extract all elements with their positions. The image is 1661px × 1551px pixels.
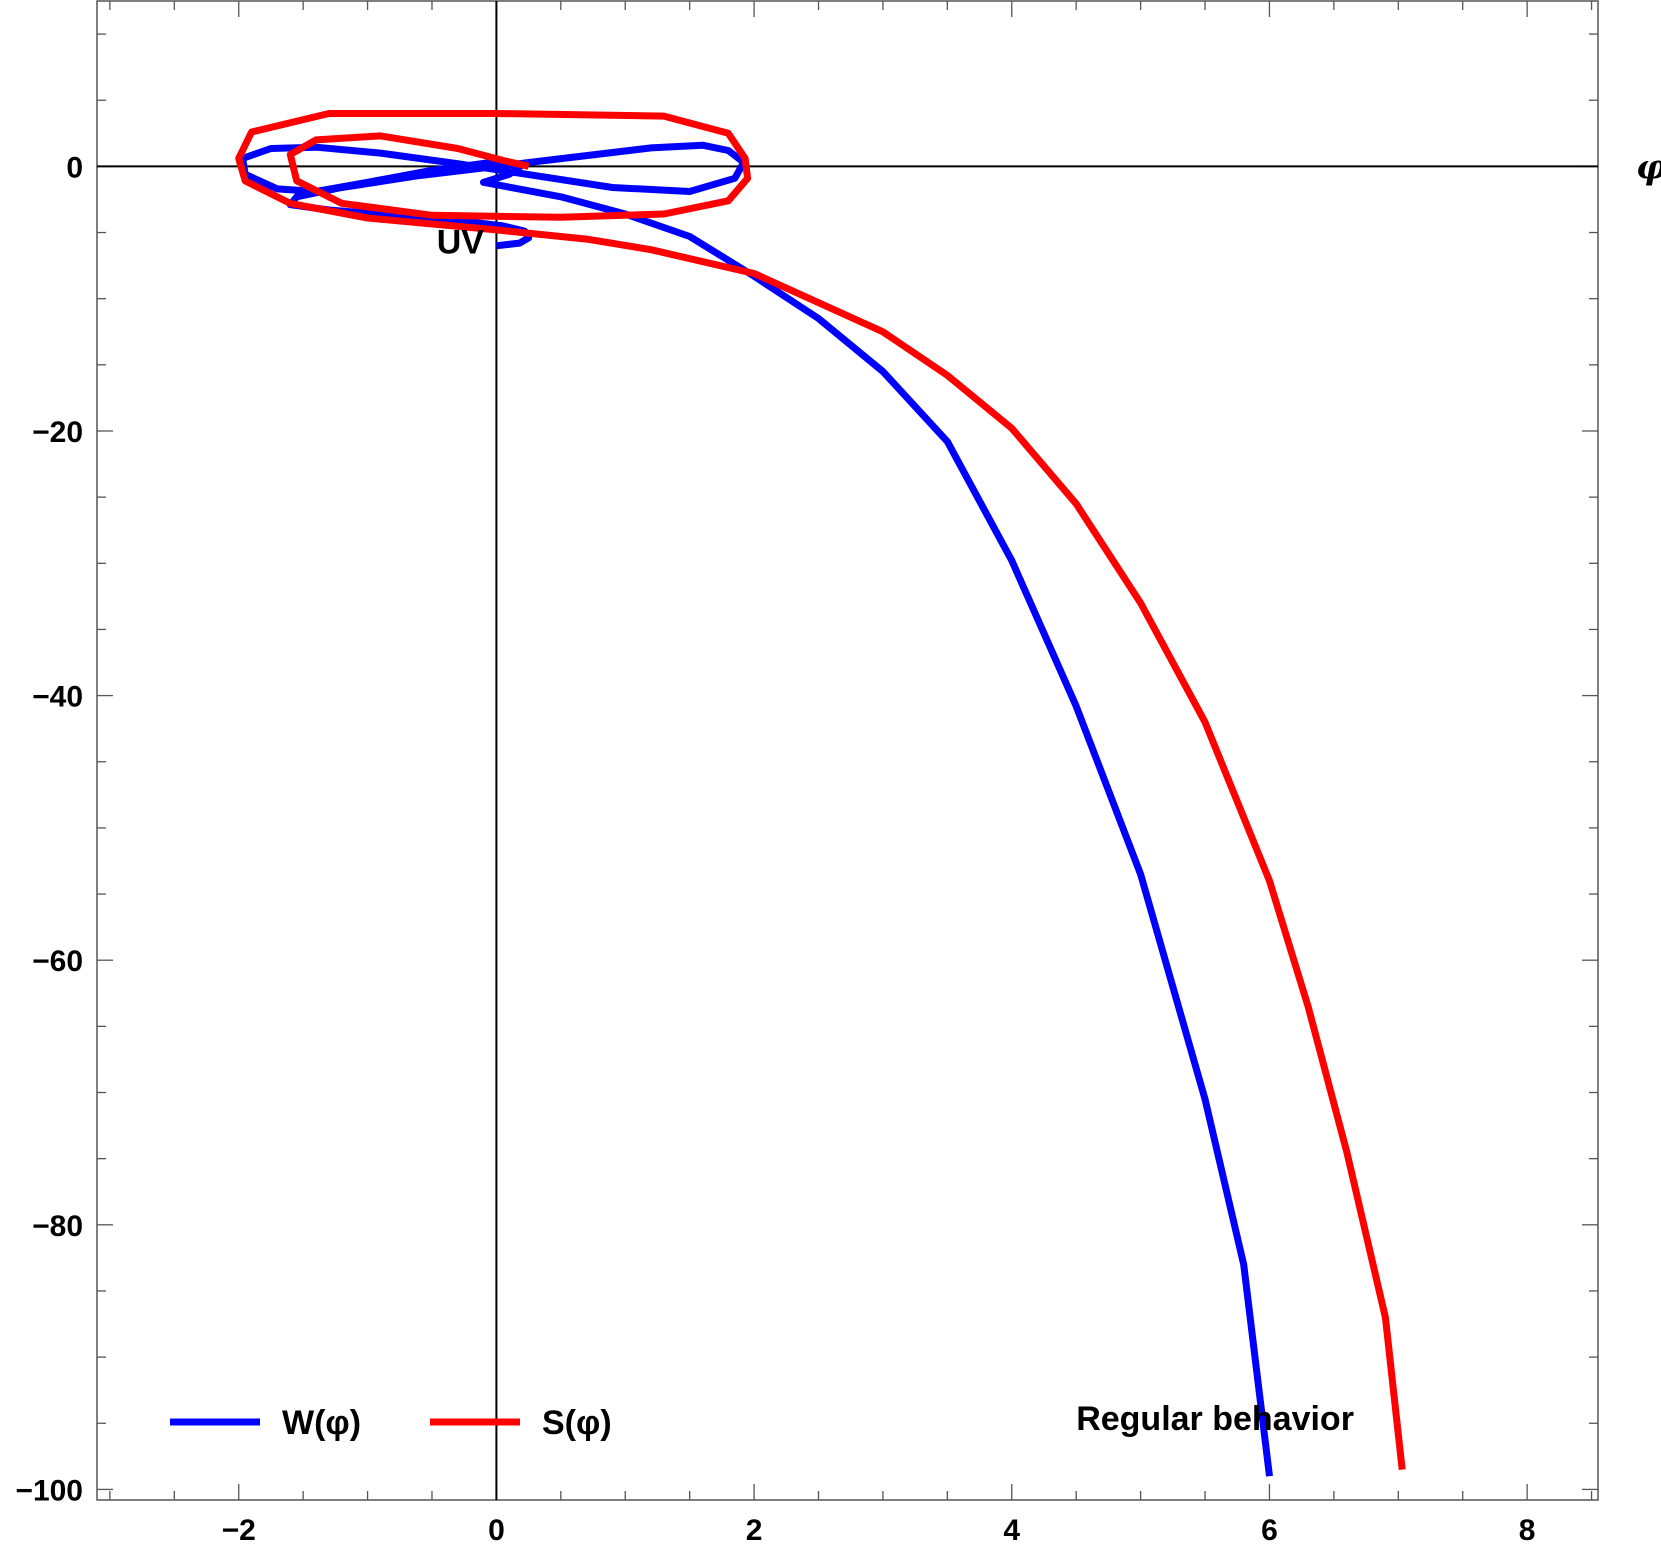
x-tick-label: 6 [1261,1514,1278,1546]
y-tick-label: 0 [66,151,83,184]
legend-label-s: S(φ) [542,1404,612,1442]
x-tick-label: 2 [746,1514,763,1546]
y-tick-label: −100 [15,1474,83,1507]
regime-annotation: Regular behavior [1076,1400,1354,1438]
x-axis-label: φ [1636,147,1661,187]
legend-label-w: W(φ) [282,1404,361,1442]
x-tick-label: 4 [1003,1514,1020,1546]
y-tick-label: −80 [32,1210,83,1243]
plot-frame [96,0,1599,1501]
series-line-s [235,110,1406,1470]
x-tick-label: 8 [1519,1514,1536,1546]
x-tick-label: 0 [488,1514,505,1546]
y-tick-label: −40 [32,681,83,714]
y-tick-label: −60 [32,945,83,978]
y-tick-label: −20 [32,416,83,449]
series-line-w [239,141,1273,1477]
x-tick-label: −2 [222,1514,256,1546]
uv-annotation: UV [437,224,485,262]
